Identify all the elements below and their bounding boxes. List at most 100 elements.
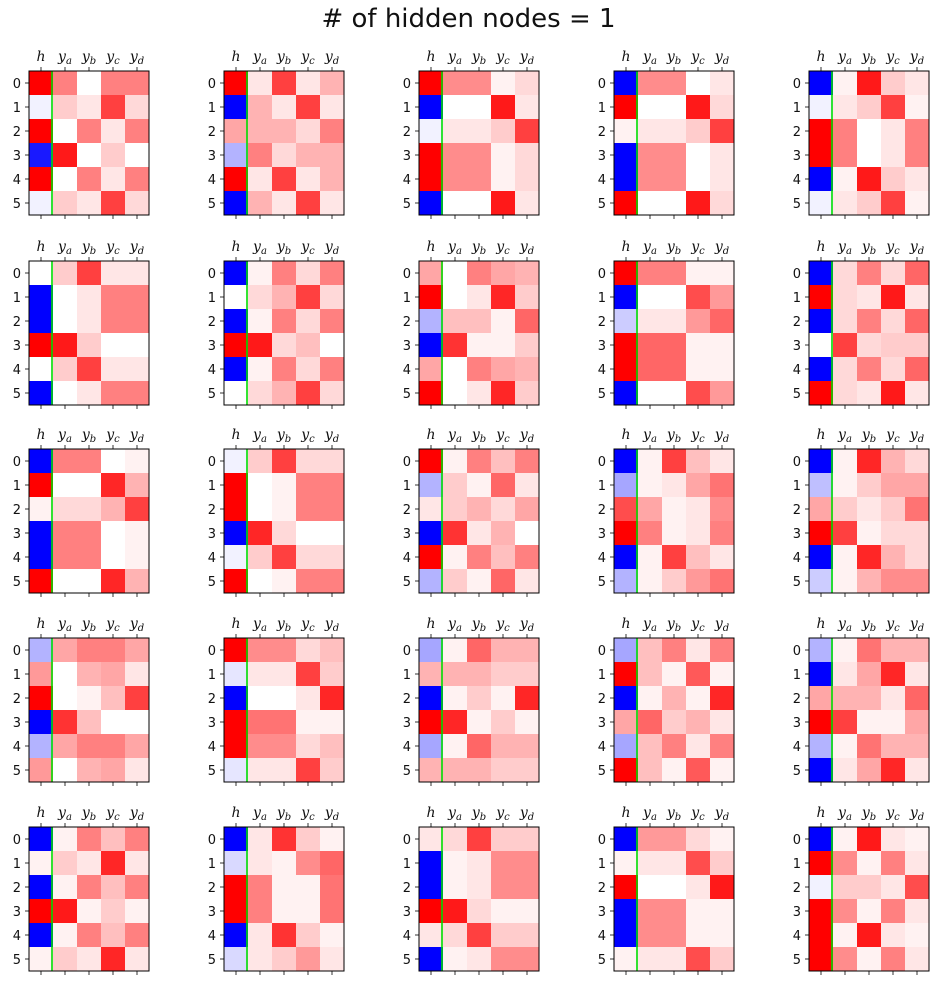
- heatmap-cell: [491, 758, 515, 782]
- heatmap-cell: [296, 521, 320, 545]
- heatmap-cell: [296, 357, 320, 381]
- heatmap-cell: [272, 569, 296, 593]
- heatmap-cell: [29, 710, 53, 734]
- x-tick-label: h: [621, 239, 630, 255]
- heatmap-cell: [53, 143, 77, 167]
- y-tick-label: 4: [208, 740, 216, 755]
- x-tick-base: y: [642, 616, 652, 632]
- heatmap-cell: [224, 381, 248, 405]
- heatmap-cell: [77, 827, 101, 851]
- heatmap-cell: [53, 734, 77, 758]
- y-tick-label: 3: [403, 339, 411, 354]
- heatmap-cell: [224, 119, 248, 143]
- x-tick-base: y: [714, 616, 724, 632]
- heatmap-cell: [443, 309, 467, 333]
- heatmap-cell: [857, 686, 881, 710]
- y-tick-label: 4: [598, 551, 606, 566]
- x-tick-label: yd: [519, 49, 534, 67]
- heatmap-cell: [686, 545, 710, 569]
- heatmap-cell: [467, 947, 491, 971]
- heatmap-cell: [53, 923, 77, 947]
- heatmap-cell: [809, 473, 833, 497]
- heatmap-cell: [224, 851, 248, 875]
- heatmap-cell: [125, 710, 149, 734]
- heatmap-cell: [443, 71, 467, 95]
- x-tick-base: y: [57, 805, 67, 821]
- x-tick-subscript: c: [894, 434, 900, 445]
- heatmap-cell: [614, 381, 638, 405]
- x-tick-base: y: [495, 49, 505, 65]
- heatmap-cell: [710, 662, 734, 686]
- heatmap-cell: [443, 473, 467, 497]
- x-tick-subscript: a: [66, 434, 72, 445]
- heatmap-cell: [467, 95, 491, 119]
- heatmap-cell: [662, 71, 686, 95]
- heatmap-cell: [614, 167, 638, 191]
- heatmap-cell: [905, 710, 929, 734]
- heatmap-cell: [224, 710, 248, 734]
- heatmap-cell: [614, 947, 638, 971]
- heatmap-cell: [833, 143, 857, 167]
- heatmap-cell: [515, 851, 539, 875]
- y-tick-label: 0: [13, 644, 21, 659]
- heatmap-cell: [905, 309, 929, 333]
- heatmap-cell: [77, 851, 101, 875]
- heatmap-cell: [686, 357, 710, 381]
- x-tick-subscript: b: [870, 623, 876, 634]
- heatmap-cell: [53, 167, 77, 191]
- x-tick-label: yb: [471, 427, 486, 445]
- heatmap-cell: [710, 381, 734, 405]
- heatmap-cell: [905, 827, 929, 851]
- y-tick-label: 2: [208, 503, 216, 518]
- heatmap-cell: [710, 521, 734, 545]
- heatmap-cell: [320, 827, 344, 851]
- heatmap-cell: [29, 191, 53, 215]
- heatmap-cell: [101, 947, 125, 971]
- heatmap-cell: [248, 521, 272, 545]
- heatmap-cell: [248, 95, 272, 119]
- x-tick-label: yc: [495, 239, 510, 257]
- x-tick-label: h: [816, 49, 825, 65]
- x-tick-label: yb: [861, 427, 876, 445]
- heatmap-cell: [662, 309, 686, 333]
- heatmap-cell: [881, 569, 905, 593]
- heatmap-cell: [662, 473, 686, 497]
- y-tick-label: 3: [793, 905, 801, 920]
- heatmap-cell: [272, 875, 296, 899]
- heatmap-cell: [296, 473, 320, 497]
- heatmap-cell: [686, 473, 710, 497]
- heatmap-cell: [833, 191, 857, 215]
- heatmap-cell: [443, 357, 467, 381]
- heatmap-cell: [515, 638, 539, 662]
- x-tick-label: h: [816, 239, 825, 255]
- heatmap-cell: [272, 333, 296, 357]
- heatmap-cell: [320, 285, 344, 309]
- x-tick-label: yd: [519, 805, 534, 823]
- heatmap-cell: [638, 686, 662, 710]
- x-tick-label: yd: [129, 49, 144, 67]
- heatmap-cell: [296, 545, 320, 569]
- heatmap-cell: [857, 710, 881, 734]
- heatmap-cell: [29, 734, 53, 758]
- x-tick-subscript: b: [870, 812, 876, 823]
- x-tick-label: yb: [276, 427, 291, 445]
- heatmap-cell: [809, 662, 833, 686]
- heatmap-cell: [272, 758, 296, 782]
- heatmap-cell: [125, 309, 149, 333]
- heatmap-cell: [320, 309, 344, 333]
- heatmap-cell: [443, 143, 467, 167]
- x-tick-subscript: a: [456, 434, 462, 445]
- heatmap-cell: [101, 261, 125, 285]
- heatmap-cell: [857, 851, 881, 875]
- x-tick-base: y: [861, 805, 871, 821]
- x-tick-label: yb: [81, 427, 96, 445]
- heatmap-cell: [905, 449, 929, 473]
- x-tick-label: h: [621, 427, 630, 443]
- heatmap-cell: [29, 119, 53, 143]
- x-tick-subscript: b: [285, 623, 291, 634]
- x-tick-base: y: [252, 49, 262, 65]
- heatmap-cell: [491, 827, 515, 851]
- heatmap-cell: [614, 875, 638, 899]
